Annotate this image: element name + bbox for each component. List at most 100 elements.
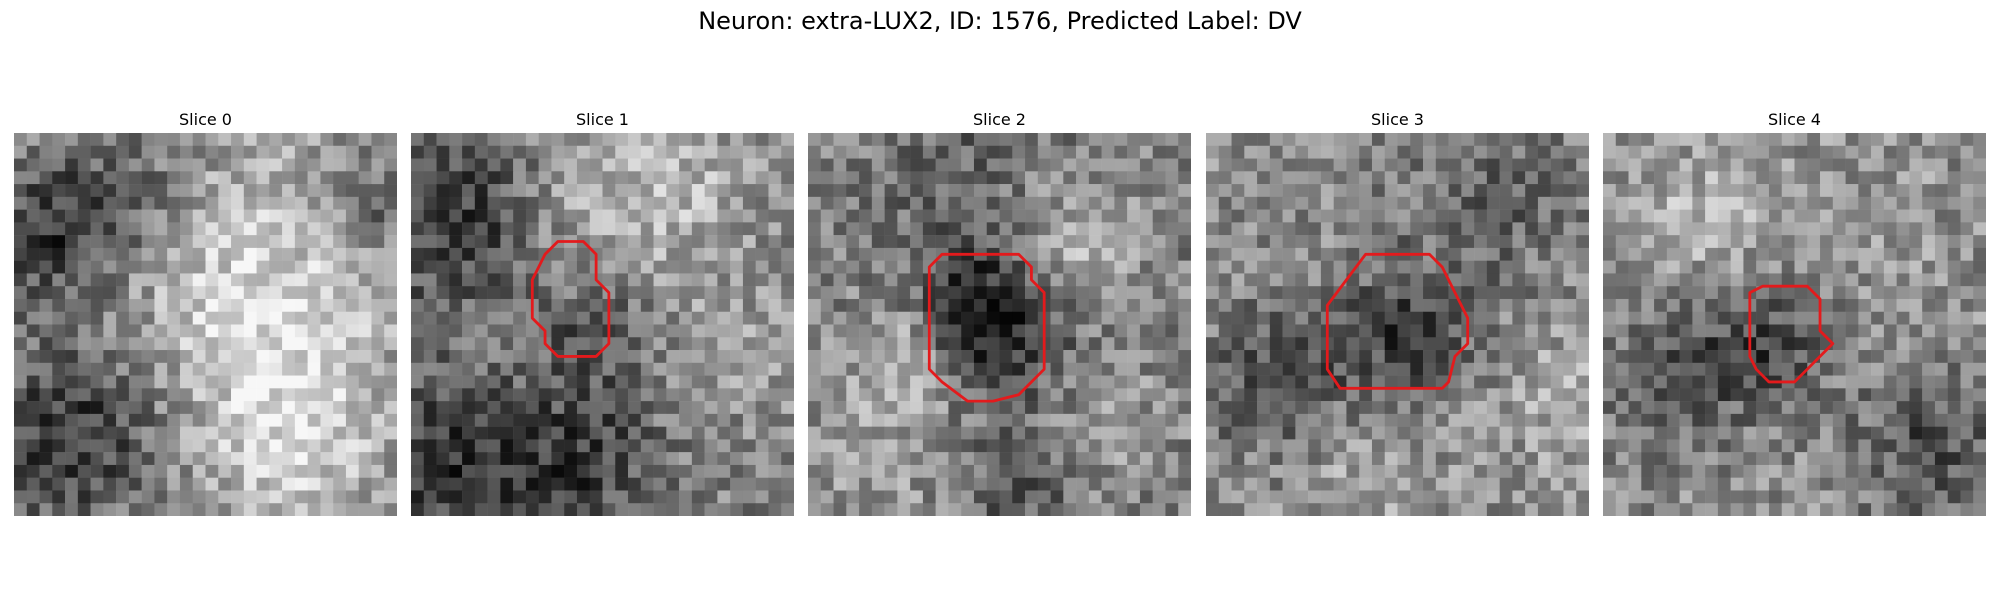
pixel xyxy=(910,401,924,415)
pixel xyxy=(1909,490,1923,504)
pixel xyxy=(859,209,873,223)
pixel xyxy=(564,171,578,185)
pixel xyxy=(1435,490,1449,504)
pixel xyxy=(1550,464,1564,478)
pixel xyxy=(833,477,847,491)
pixel xyxy=(1448,452,1462,466)
pixel xyxy=(345,503,359,516)
pixel xyxy=(808,401,822,415)
pixel xyxy=(1845,477,1859,491)
pixel xyxy=(935,222,949,236)
pixel xyxy=(679,273,693,287)
pixel xyxy=(564,273,578,287)
pixel xyxy=(1384,503,1398,516)
pixel xyxy=(922,439,936,453)
pixel xyxy=(1050,490,1064,504)
pixel xyxy=(704,503,718,516)
pixel xyxy=(1127,184,1141,198)
pixel xyxy=(1807,158,1821,172)
pixel xyxy=(1615,171,1629,185)
pixel xyxy=(1858,196,1872,210)
pixel xyxy=(269,298,283,312)
pixel xyxy=(1858,452,1872,466)
pixel xyxy=(1152,184,1166,198)
pixel xyxy=(859,362,873,376)
pixel xyxy=(1896,503,1910,516)
pixel xyxy=(961,350,975,364)
pixel xyxy=(615,464,629,478)
pixel xyxy=(551,413,565,427)
pixel xyxy=(1845,388,1859,402)
pixel xyxy=(77,350,91,364)
pixel xyxy=(1550,477,1564,491)
pixel xyxy=(1486,247,1500,261)
pixel xyxy=(679,311,693,325)
pixel xyxy=(922,452,936,466)
pixel xyxy=(1909,311,1923,325)
pixel xyxy=(1512,273,1526,287)
pixel xyxy=(653,490,667,504)
pixel xyxy=(1679,235,1693,249)
pixel xyxy=(1730,324,1744,338)
pixel xyxy=(1537,209,1551,223)
pixel xyxy=(1178,196,1191,210)
pixel xyxy=(345,298,359,312)
pixel xyxy=(1165,337,1179,351)
pixel xyxy=(948,503,962,516)
pixel xyxy=(1768,337,1782,351)
pixel xyxy=(808,247,822,261)
pixel xyxy=(179,222,193,236)
pixel xyxy=(1807,490,1821,504)
pixel xyxy=(1206,196,1220,210)
pixel xyxy=(1922,362,1936,376)
pixel xyxy=(1308,286,1322,300)
pixel xyxy=(1960,337,1974,351)
pixel xyxy=(1461,273,1475,287)
pixel xyxy=(1692,362,1706,376)
pixel xyxy=(602,145,616,159)
pixel xyxy=(436,503,450,516)
pixel xyxy=(1768,196,1782,210)
figure-title: Neuron: extra-LUX2, ID: 1576, Predicted … xyxy=(698,7,1302,35)
pixel xyxy=(1768,286,1782,300)
pixel xyxy=(1794,235,1808,249)
pixel xyxy=(1883,145,1897,159)
pixel xyxy=(1063,235,1077,249)
pixel xyxy=(371,490,385,504)
pixel xyxy=(1384,171,1398,185)
pixel xyxy=(640,235,654,249)
pixel xyxy=(1499,133,1513,147)
pixel xyxy=(973,426,987,440)
pixel xyxy=(897,286,911,300)
pixel xyxy=(1499,439,1513,453)
pixel xyxy=(1692,490,1706,504)
pixel xyxy=(320,133,334,147)
pixel xyxy=(1218,350,1232,364)
pixel xyxy=(1512,158,1526,172)
pixel xyxy=(192,324,206,338)
pixel xyxy=(1563,324,1577,338)
pixel xyxy=(333,311,347,325)
pixel xyxy=(986,439,1000,453)
pixel xyxy=(1654,464,1668,478)
pixel xyxy=(666,464,680,478)
pixel xyxy=(1717,298,1731,312)
pixel xyxy=(103,311,117,325)
pixel xyxy=(576,324,590,338)
pixel xyxy=(1576,260,1589,274)
pixel xyxy=(154,298,168,312)
pixel xyxy=(1025,337,1039,351)
pixel xyxy=(1603,247,1617,261)
pixel xyxy=(411,477,425,491)
pixel xyxy=(256,477,270,491)
pixel xyxy=(768,247,782,261)
pixel xyxy=(449,362,463,376)
pixel xyxy=(1165,196,1179,210)
pixel xyxy=(808,260,822,274)
pixel xyxy=(704,286,718,300)
pixel xyxy=(1845,286,1859,300)
pixel xyxy=(717,260,731,274)
pixel xyxy=(1346,286,1360,300)
pixel xyxy=(1499,388,1513,402)
pixel xyxy=(1295,222,1309,236)
